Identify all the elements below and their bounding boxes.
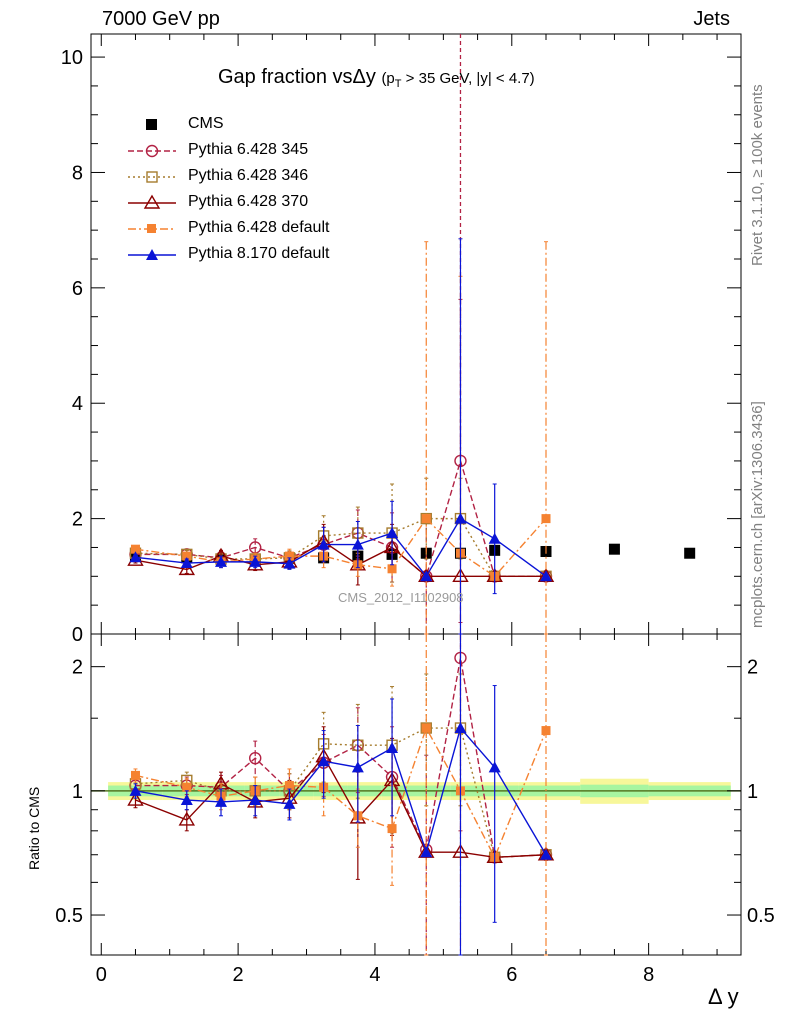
main-y-tick-label: 2 [72,509,83,531]
x-tick-label: 0 [96,964,107,986]
legend-symbol [146,119,157,130]
main-y-tick-label: 10 [61,47,83,69]
main-p6def-point [284,551,294,561]
ratio-p6def-point [541,726,551,736]
main-p8def-point [129,551,142,563]
main-p345-line [135,458,546,578]
legend-label: CMS [188,115,224,132]
plot-title-cuts: (pT > 35 GeV, |y| < 4.7) [381,70,535,90]
main-y-tick-label: 6 [72,278,83,300]
x-tick-label: 6 [506,964,517,986]
main-p6def-line [135,517,547,578]
ratio-p370-line [135,755,547,859]
legend-label: Pythia 8.170 default [188,245,330,262]
main-p8def-point [249,555,262,567]
ratio-p8def-line [135,726,547,856]
ratio-p6def-point [284,781,294,791]
ratio-p8def-point [351,761,364,773]
ratio-p8def-point [283,797,296,809]
main-p8def-point [180,557,193,569]
header-observable-label: Jets [693,8,730,30]
ratio-p8def-point [249,794,262,806]
ratio-p345-point [249,751,262,765]
main-p8def-point [488,532,501,544]
legend-symbol [128,224,176,233]
ratio-p8def-point [454,722,467,734]
ratio-p6def-line [135,726,547,859]
main-p6def-point [387,564,397,574]
ratio-p8def-point [488,761,501,773]
ratio-p370-point [178,811,196,826]
ratio-p8def-point [129,784,142,796]
ratio-p8def-point [215,795,227,807]
x-tick-label: 4 [369,964,380,986]
ratio-p6def-point [182,782,192,792]
x-axis-label: Δ y [708,984,739,1009]
ratio-plot-frame [90,633,742,956]
main-cms-point [684,547,696,559]
ratio-y-tick-label-right: 0.5 [747,905,775,927]
main-p370-point [178,560,196,576]
legend-label: Pythia 6.428 346 [188,167,309,184]
ratio-p8def-point [386,742,399,754]
x-tick-label: 2 [233,964,244,986]
mcplots-credit-label: mcplots.cern.ch [arXiv:1306.3436] [749,401,766,628]
ratio-p345-line [135,657,547,859]
ratio-p8def-point [540,848,552,860]
ratio-y-axis-label: Ratio to CMS [26,786,42,870]
plot-title-main: Gap fraction vsΔy [218,66,376,88]
legend-symbol [128,194,176,209]
ratio-y-tick-label-right: 2 [747,657,758,679]
legend-label: Pythia 6.428 370 [188,193,309,210]
main-cms-point [608,543,620,555]
rivet-version-label: Rivet 3.1.10, ≥ 100k events [749,84,766,266]
legend-label: Pythia 6.428 345 [188,141,309,158]
main-p8def-point [317,538,330,550]
main-p6def-point [130,544,140,554]
main-p6def-point [182,551,192,561]
main-y-tick-label: 4 [72,393,83,415]
main-y-tick-label: 8 [72,162,83,184]
plot-title: Gap fraction vsΔy (pT > 35 GeV, |y| < 4.… [218,66,535,90]
main-p8def-point [420,570,433,582]
main-p8def-point [283,557,296,569]
main-p8def-point [215,555,227,567]
main-p8def-point [386,527,399,539]
legend-label: Pythia 6.428 default [188,219,330,236]
main-p8def-point [540,570,552,582]
ratio-y-tick-label: 2 [72,657,83,679]
ratio-y-tick-label-right: 1 [747,781,758,803]
main-p6def-point [541,514,551,524]
ratio-p8def-point [420,846,433,858]
header-process-label: 7000 GeV pp [102,8,220,30]
legend-symbol [128,144,176,158]
main-p346-point [420,512,432,525]
main-p8def-point [454,512,467,524]
main-y-tick-label: 0 [72,624,83,646]
main-p346-line [135,517,546,578]
main-p8def-line [135,517,547,578]
ratio-y-tick-label: 1 [72,781,83,803]
main-p6def-point [421,514,431,524]
ratio-p8def-point [317,755,330,767]
main-p8def-point [351,538,364,550]
ratio-p370-point [127,791,144,806]
analysis-tag: CMS_2012_I1102908 [338,590,464,605]
ratio-y-tick-label: 0.5 [55,905,83,927]
x-tick-label: 8 [643,964,654,986]
ratio-p6def-point [130,770,140,780]
legend-symbol [128,171,176,183]
ratio-p6def-point [421,723,431,733]
ratio-p6def-point [387,824,397,834]
legend-symbol [128,249,176,260]
ratio-p8def-point [180,794,193,806]
